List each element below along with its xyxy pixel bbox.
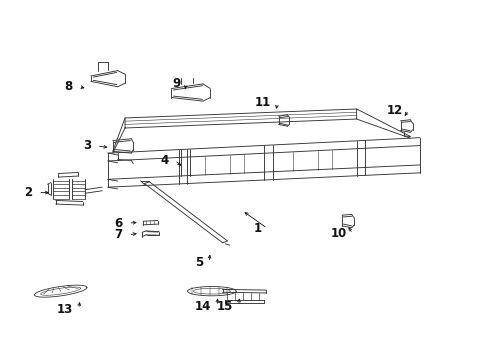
Text: 5: 5 bbox=[194, 256, 203, 269]
Text: 15: 15 bbox=[216, 300, 232, 313]
Text: 14: 14 bbox=[195, 300, 211, 313]
Text: 1: 1 bbox=[253, 222, 261, 235]
Text: 10: 10 bbox=[330, 227, 346, 240]
Text: 7: 7 bbox=[114, 228, 122, 241]
Text: 11: 11 bbox=[255, 96, 271, 109]
Text: 6: 6 bbox=[114, 216, 122, 230]
Text: 8: 8 bbox=[64, 80, 73, 93]
Text: 9: 9 bbox=[172, 77, 180, 90]
Text: 13: 13 bbox=[57, 303, 73, 316]
Text: 4: 4 bbox=[161, 154, 168, 167]
Text: 12: 12 bbox=[386, 104, 402, 117]
Text: 3: 3 bbox=[82, 139, 91, 152]
Text: 2: 2 bbox=[24, 186, 32, 199]
